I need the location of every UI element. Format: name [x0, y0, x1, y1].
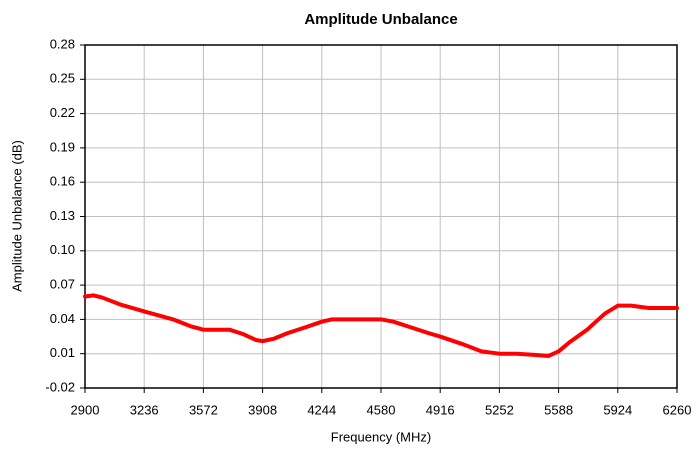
x-tick-label: 6260	[663, 402, 692, 417]
x-tick-label: 3908	[248, 402, 277, 417]
y-tick-label: 0.07	[50, 277, 75, 292]
x-axis-label: Frequency (MHz)	[331, 429, 431, 444]
y-tick-label: 0.01	[50, 345, 75, 360]
x-tick-label: 2900	[71, 402, 100, 417]
y-tick-label: 0.25	[50, 71, 75, 86]
y-tick-label: 0.16	[50, 174, 75, 189]
y-tick-label: 0.28	[50, 36, 75, 51]
x-tick-label: 4916	[426, 402, 455, 417]
y-tick-label: 0.19	[50, 139, 75, 154]
y-tick-label: 0.22	[50, 105, 75, 120]
x-tick-label: 5252	[485, 402, 514, 417]
y-axis-label: Amplitude Unbalance (dB)	[9, 140, 24, 292]
data-line	[83, 293, 679, 358]
x-tick-label: 4244	[307, 402, 336, 417]
y-tick-label: 0.13	[50, 208, 75, 223]
y-tick-label: -0.02	[45, 379, 75, 394]
y-tick-label: 0.04	[50, 311, 75, 326]
plot-border	[84, 44, 678, 389]
chart-title: Amplitude Unbalance	[304, 11, 457, 28]
x-tick-label: 3572	[189, 402, 218, 417]
x-tick-label: 5588	[544, 402, 573, 417]
y-tick-label: 0.10	[50, 242, 75, 257]
x-tick-label: 5924	[603, 402, 632, 417]
x-tick-label: 4580	[367, 402, 396, 417]
x-tick-label: 3236	[130, 402, 159, 417]
